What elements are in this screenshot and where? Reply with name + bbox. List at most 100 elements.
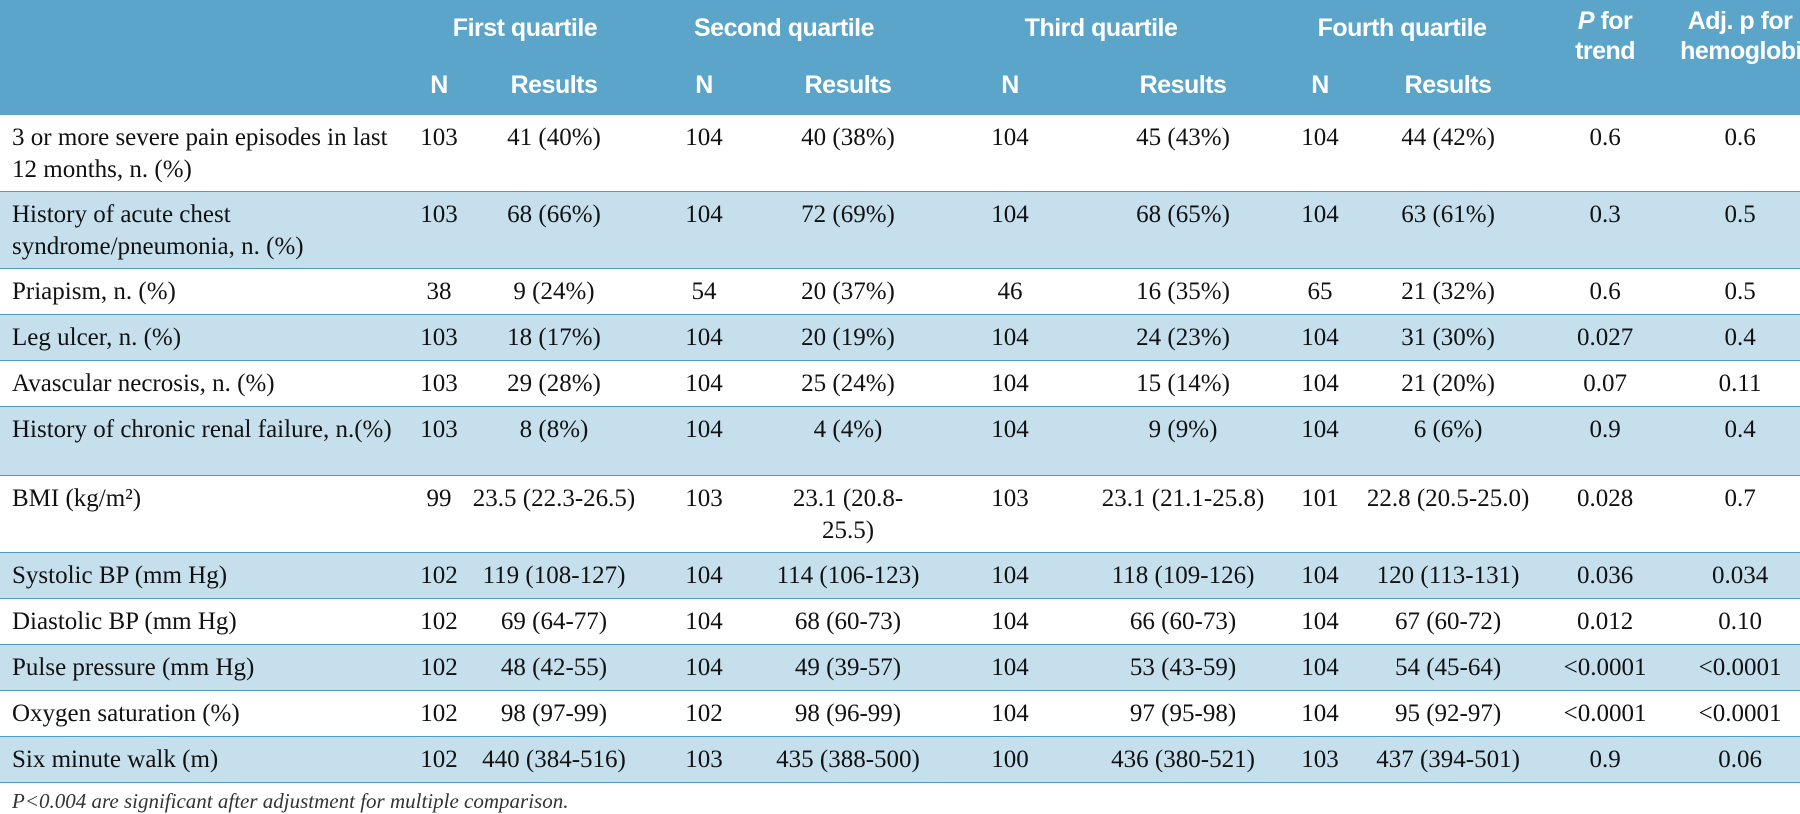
cell: 67 (60-72): [1366, 598, 1531, 645]
cell: 103: [410, 314, 468, 361]
cell: 0.4: [1680, 406, 1800, 476]
cell: 120 (113-131): [1366, 552, 1531, 599]
cell: 54: [640, 268, 769, 315]
cell: 103: [640, 475, 769, 553]
cell: 54 (45-64): [1366, 644, 1531, 691]
cell: 104: [928, 406, 1093, 476]
data-table: First quartile Second quartile Third quart…: [0, 0, 1800, 783]
group-header: First quartile: [452, 13, 598, 42]
cell: 15 (14%): [1092, 360, 1275, 407]
row-label: Priapism, n. (%): [0, 268, 410, 315]
group-header: Third quartile: [1024, 13, 1178, 42]
cell: 104: [928, 598, 1093, 645]
cell: 104: [640, 598, 769, 645]
cell: 0.034: [1680, 552, 1800, 599]
cell: 0.5: [1680, 268, 1800, 315]
cell: 23.1 (20.8-25.5): [768, 475, 929, 553]
cell: <0.0001: [1530, 690, 1681, 737]
cell: 118 (109-126): [1092, 552, 1275, 599]
cell: 102: [410, 598, 468, 645]
cell: 104: [1274, 314, 1367, 361]
cell: 23.1 (21.1-25.8): [1092, 475, 1275, 553]
cell: 0.9: [1530, 406, 1681, 476]
cell: 99: [410, 475, 468, 553]
cell: 9 (24%): [468, 268, 641, 315]
cell: 104: [928, 552, 1093, 599]
cell: 103: [410, 115, 468, 192]
row-label: Leg ulcer, n. (%): [0, 314, 410, 361]
cell: 4 (4%): [768, 406, 929, 476]
table-body: 3 or more severe pain episodes in last 1…: [0, 115, 1800, 783]
cell: 69 (64-77): [468, 598, 641, 645]
row-label: BMI (kg/m²): [0, 475, 410, 553]
cell: 29 (28%): [468, 360, 641, 407]
table-row: Systolic BP (mm Hg) 102 119 (108-127) 104 11…: [0, 552, 1800, 599]
cell: 31 (30%): [1366, 314, 1531, 361]
cell: 104: [1274, 690, 1367, 737]
cell: 41 (40%): [468, 115, 641, 192]
cell: 104: [928, 314, 1093, 361]
table-row: History of chronic renal failure, n.(%) 1…: [0, 406, 1800, 476]
cell: 68 (60-73): [768, 598, 929, 645]
cell: 21 (32%): [1366, 268, 1531, 315]
cell: 98 (97-99): [468, 690, 641, 737]
table-row: 3 or more severe pain episodes in last 1…: [0, 115, 1800, 192]
cell: 22.8 (20.5-25.0): [1366, 475, 1531, 553]
cell: 104: [1274, 598, 1367, 645]
cell: 44 (42%): [1366, 115, 1531, 192]
cell: 65: [1274, 268, 1367, 315]
cell: 103: [410, 406, 468, 476]
cell: 104: [640, 552, 769, 599]
cell: 16 (35%): [1092, 268, 1275, 315]
corner: [0, 0, 410, 115]
cell: 102: [410, 644, 468, 691]
n-header: N: [1001, 71, 1019, 99]
row-label: Six minute walk (m): [0, 736, 410, 783]
cell: 18 (17%): [468, 314, 641, 361]
cell: 25 (24%): [768, 360, 929, 407]
cell: 104: [640, 644, 769, 691]
header-row: First quartile Second quartile Third quart…: [0, 0, 1800, 65]
cell: 0.11: [1680, 360, 1800, 407]
n-header: N: [695, 71, 713, 99]
cell: 101: [1274, 475, 1367, 553]
cell: 104: [640, 191, 769, 269]
cell: 0.028: [1530, 475, 1681, 553]
cell: 104: [928, 115, 1093, 192]
cell: 68 (66%): [468, 191, 641, 269]
results-header: Results: [510, 71, 598, 99]
cell: 66 (60-73): [1092, 598, 1275, 645]
table-row: Oxygen saturation (%) 102 98 (97-99) 102 98 …: [0, 690, 1800, 737]
table-row: Pulse pressure (mm Hg) 102 48 (42-55) 104 49…: [0, 644, 1800, 691]
cell: 0.6: [1680, 115, 1800, 192]
cell: 48 (42-55): [468, 644, 641, 691]
cell: 119 (108-127): [468, 552, 641, 599]
cell: 63 (61%): [1366, 191, 1531, 269]
cell: 45 (43%): [1092, 115, 1275, 192]
cell: 53 (43-59): [1092, 644, 1275, 691]
results-header: Results: [804, 71, 892, 99]
cell: 440 (384-516): [468, 736, 641, 783]
cell: 104: [928, 191, 1093, 269]
cell: 95 (92-97): [1366, 690, 1531, 737]
cell: 100: [928, 736, 1093, 783]
cell: 104: [1274, 406, 1367, 476]
table-row: History of acute chest syndrome/pneumoni…: [0, 191, 1800, 269]
cell: 38: [410, 268, 468, 315]
cell: 0.6: [1530, 115, 1681, 192]
cell: 0.036: [1530, 552, 1681, 599]
row-label: 3 or more severe pain episodes in last 1…: [0, 115, 410, 192]
cell: 104: [640, 360, 769, 407]
cell: 68 (65%): [1092, 191, 1275, 269]
adj-p-header: Adj. p for hemoglobin: [1680, 0, 1800, 115]
cell: 104: [928, 644, 1093, 691]
cell: 9 (9%): [1092, 406, 1275, 476]
table-header: First quartile Second quartile Third quart…: [0, 0, 1800, 115]
cell: 104: [640, 314, 769, 361]
cell: 104: [1274, 360, 1367, 407]
row-label: Systolic BP (mm Hg): [0, 552, 410, 599]
cell: 72 (69%): [768, 191, 929, 269]
row-label: Pulse pressure (mm Hg): [0, 644, 410, 691]
cell: 102: [410, 736, 468, 783]
